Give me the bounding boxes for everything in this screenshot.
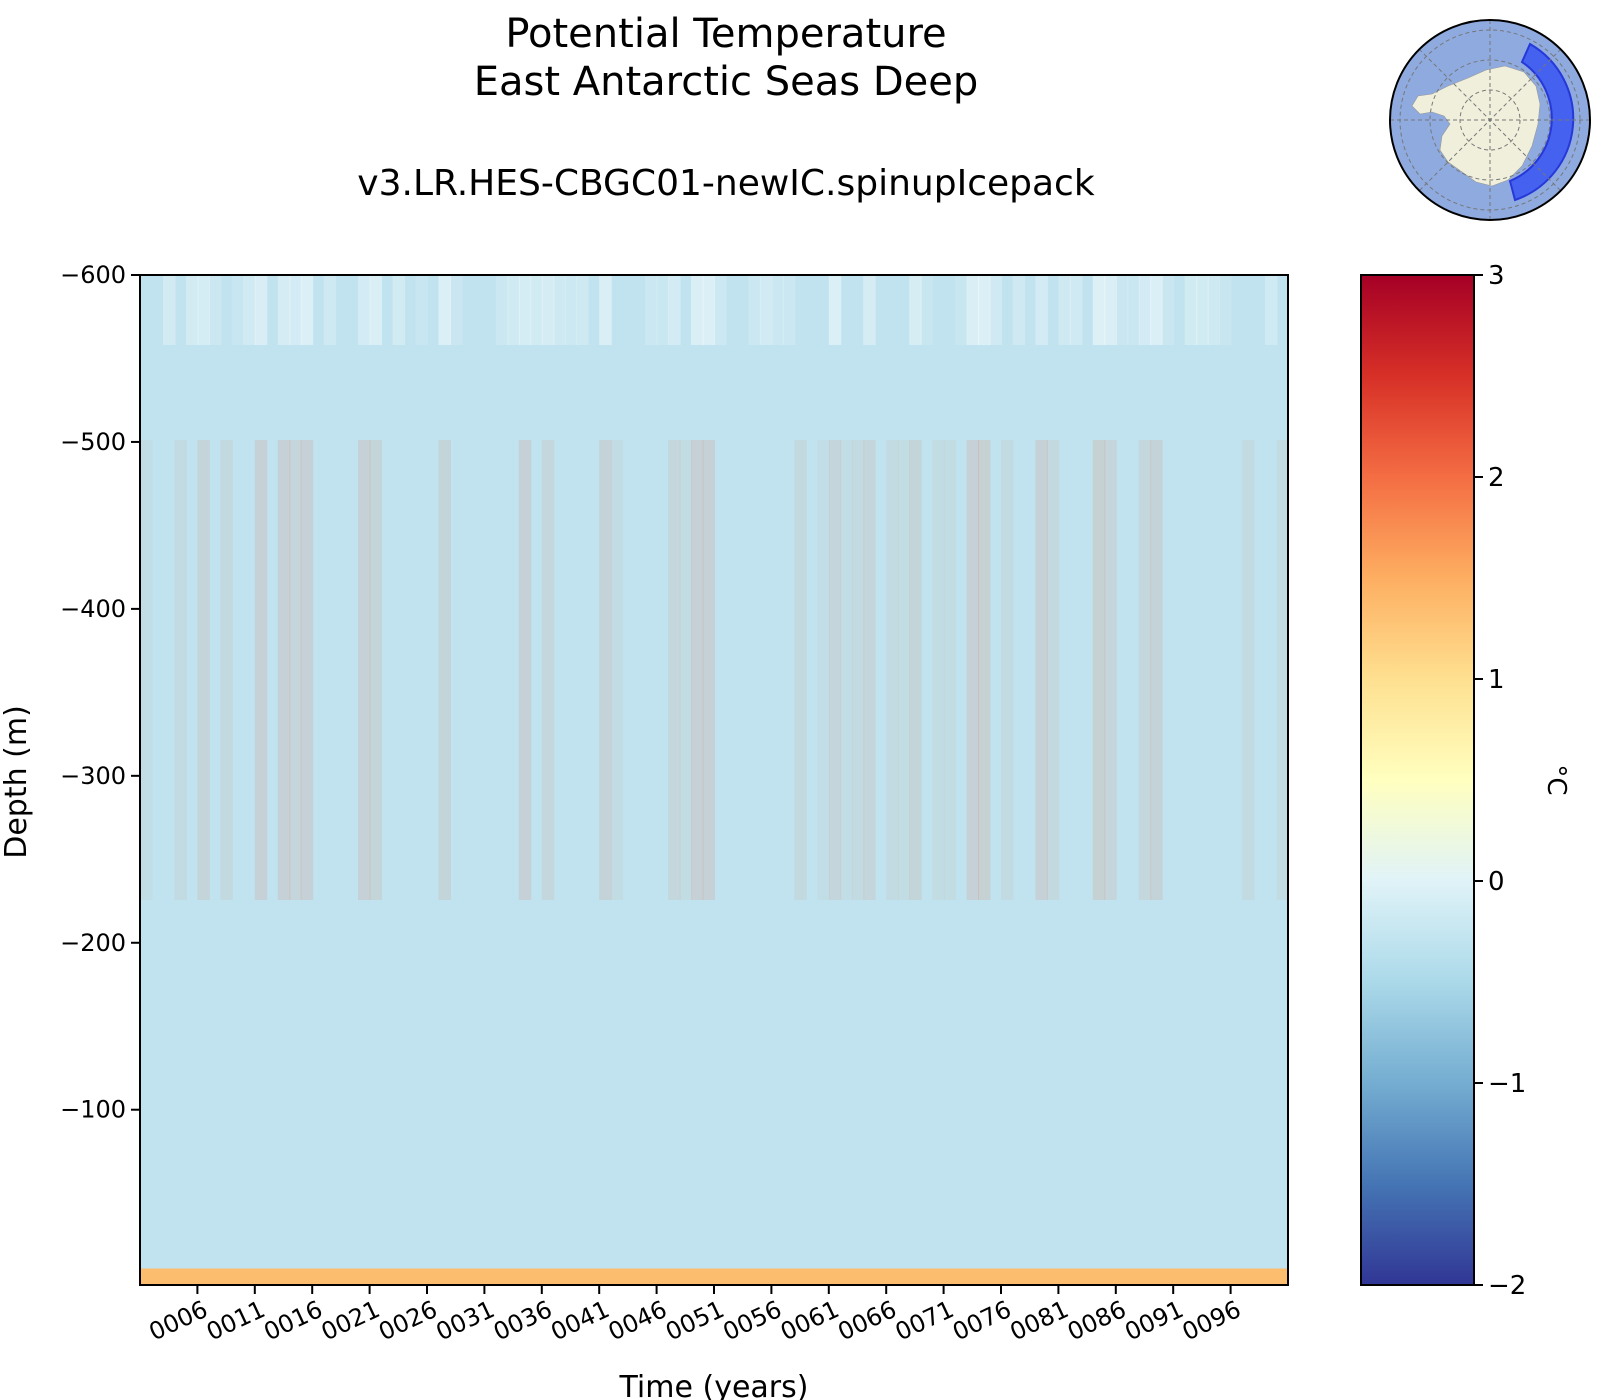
inset-region-map xyxy=(1389,19,1591,221)
map-region-highlight xyxy=(1508,42,1575,202)
y-tick-label: −600 xyxy=(60,261,126,289)
y-tick-label: −100 xyxy=(60,1096,126,1124)
y-tick-label: −300 xyxy=(60,762,126,790)
colorbar-tick-label: −2 xyxy=(1488,1271,1526,1301)
x-axis: 0006001100160021002600310036004100460051… xyxy=(145,1285,1245,1346)
y-axis-label: Depth (m) xyxy=(0,705,34,859)
chart-subtitle: v3.LR.HES-CBGC01-newIC.spinupIcepack xyxy=(357,163,1095,204)
heatmap-field xyxy=(140,275,1288,1285)
colorbar-tick-label: 2 xyxy=(1488,463,1505,493)
chart-title: Potential Temperature xyxy=(505,11,947,57)
map-antarctica xyxy=(1411,65,1541,187)
heatmap-variability xyxy=(140,275,1288,900)
map-border xyxy=(1389,19,1591,221)
chart-title-region: East Antarctic Seas Deep xyxy=(473,59,979,105)
y-axis: −100 −200 −300 −400 −500 −600 xyxy=(60,261,140,1124)
y-tick-label: −500 xyxy=(60,428,126,456)
colorbar-gradient xyxy=(1360,274,1475,1286)
colorbar: 3 2 1 0 −1 −2 °C xyxy=(1360,261,1571,1301)
colorbar-tick-label: 3 xyxy=(1488,261,1505,291)
colorbar-tick-label: −1 xyxy=(1488,1069,1526,1099)
heatmap xyxy=(139,274,1289,1286)
x-tick-label: 0096 xyxy=(1178,1295,1245,1346)
y-tick-label: −200 xyxy=(60,929,126,957)
colorbar-ticks: 3 2 1 0 −1 −2 xyxy=(1474,261,1526,1301)
colorbar-tick-label: 1 xyxy=(1488,665,1505,695)
colorbar-tick-label: 0 xyxy=(1488,867,1505,897)
y-tick-label: −400 xyxy=(60,595,126,623)
colorbar-label: °C xyxy=(1541,764,1571,795)
x-axis-label: Time (years) xyxy=(619,1370,809,1400)
